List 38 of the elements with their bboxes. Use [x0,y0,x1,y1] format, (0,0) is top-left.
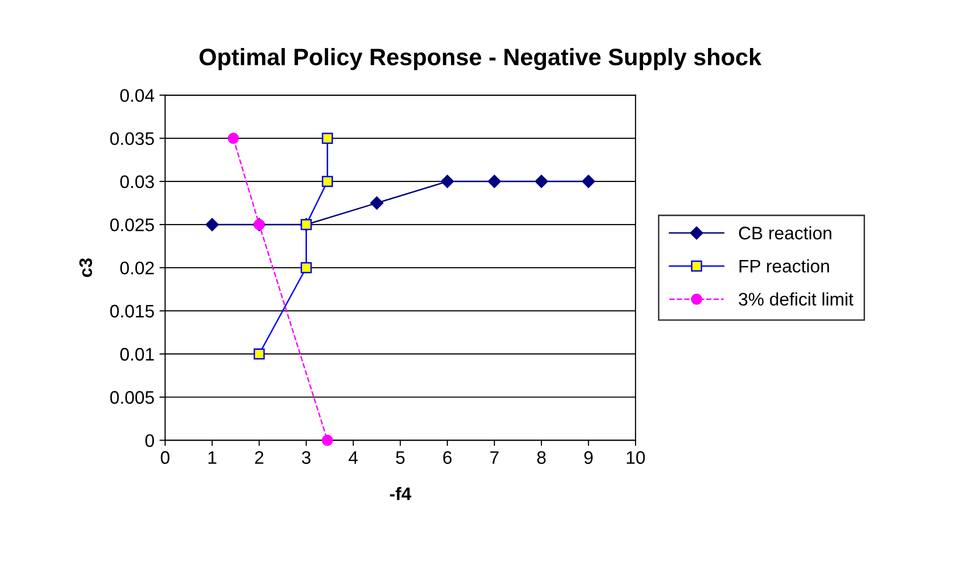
y-tick-label: 0.01 [120,348,154,361]
x-axis-title: -f4 [390,486,412,500]
point [322,132,333,144]
chart-title: Optimal Policy Response - Negative Supply shock [200,48,762,70]
point [322,176,333,187]
point [254,348,265,360]
point [322,434,333,446]
y-tick-label: 0.035 [110,132,154,146]
y-tick-label: 0.025 [110,218,154,232]
y-tick-label: 0.03 [120,175,154,188]
legend-label: FP reaction [740,259,829,273]
y-axis-title: c3 [79,258,92,278]
x-tick-label: 7 [490,451,499,464]
x-tick-label: 3 [302,451,310,464]
x-tick-label: 8 [537,451,546,464]
point [488,174,501,188]
y-tick-label: 0.04 [120,89,154,102]
x-tick-label: 10 [626,451,645,464]
point [440,174,454,188]
point [582,174,596,188]
point [206,218,219,232]
legend-label: CB reaction [739,226,832,240]
y-tick-label: 0.005 [110,391,154,404]
point [228,132,239,144]
x-tick-label: 9 [584,451,593,464]
x-tick-label: 4 [348,451,358,464]
x-tick-label: 5 [396,451,405,464]
y-tick-label: 0.015 [110,304,154,318]
point [534,174,548,188]
x-tick-label: 0 [160,451,170,464]
point [370,196,384,210]
y-tick-label: 0 [145,434,154,447]
x-tick-label: 6 [443,451,452,464]
point [300,262,312,274]
y-tick-label: 0.02 [120,262,154,274]
legend-label: 3% deficit limit [738,292,854,306]
x-tick-label: 2 [255,451,264,464]
x-tick-label: 1 [208,451,216,464]
